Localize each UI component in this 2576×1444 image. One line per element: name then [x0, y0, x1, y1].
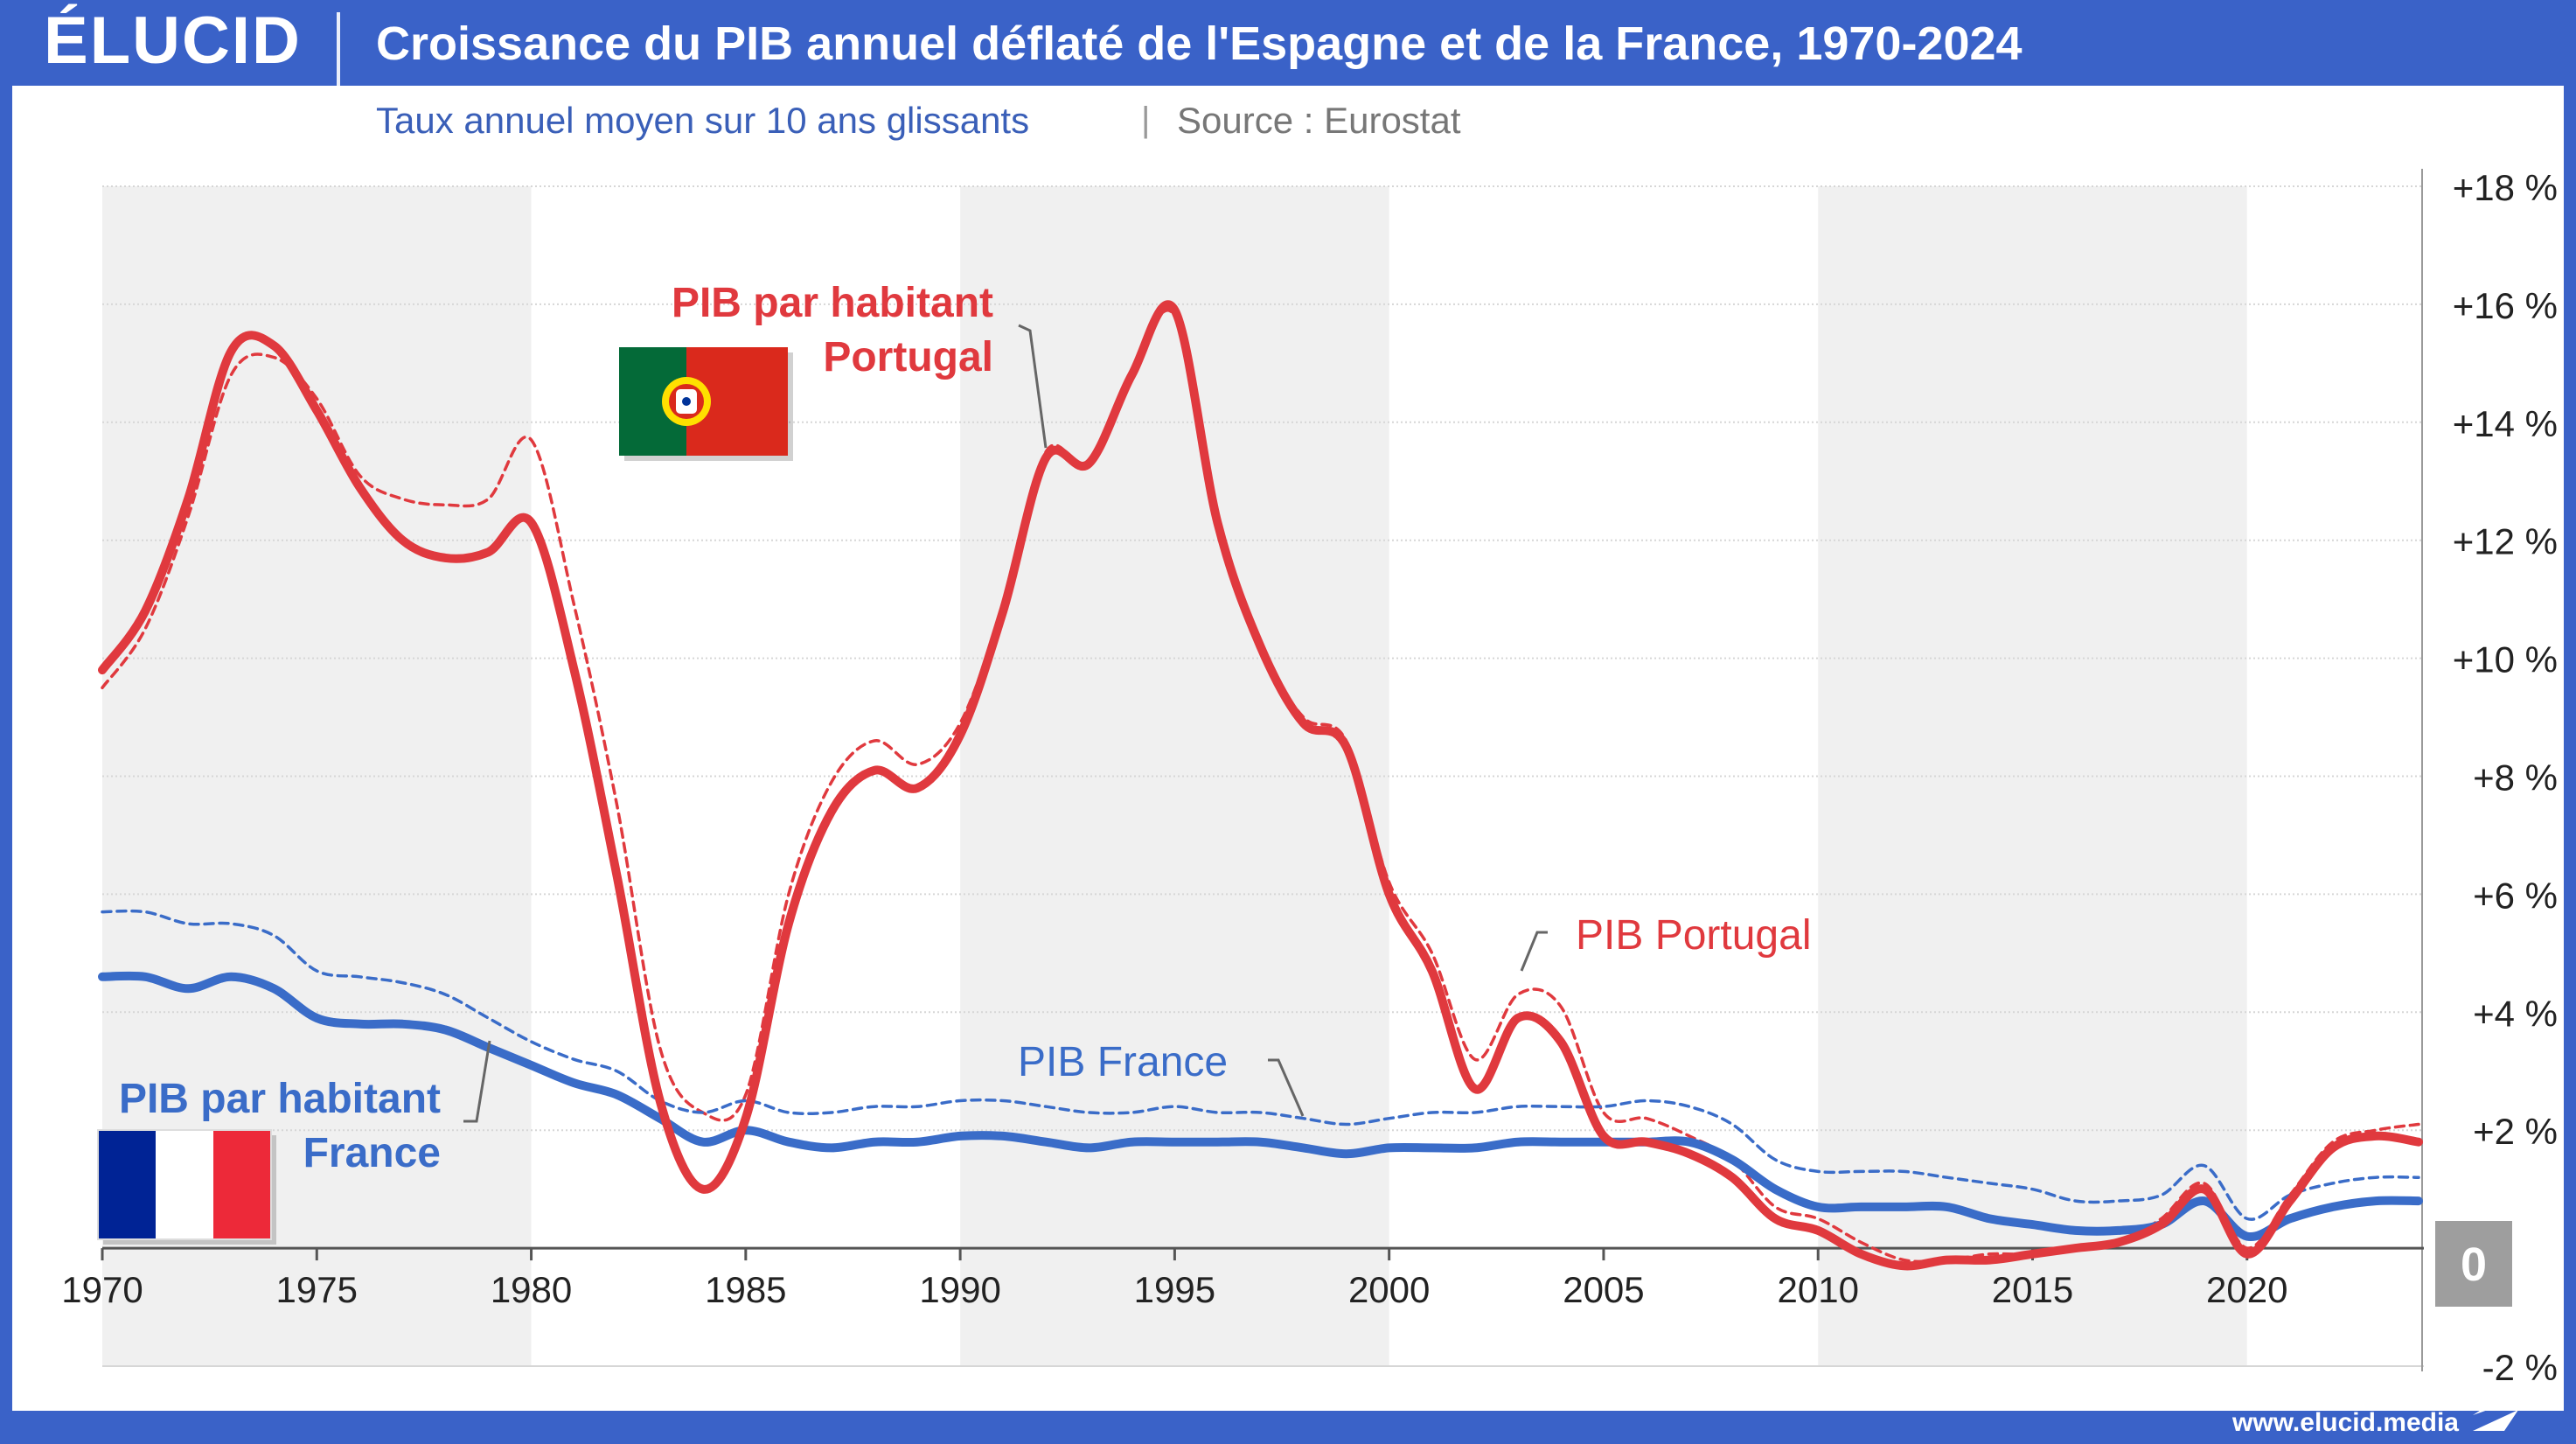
grid-lines [102, 185, 2424, 1367]
x-tick-label: 2015 [1992, 1269, 2073, 1310]
leader-line-fr-gdp [1268, 1058, 1305, 1117]
label-fr-per-capita-line2: France [303, 1130, 441, 1176]
zero-badge-label: 0 [2461, 1238, 2487, 1291]
x-tick-label: 1985 [705, 1269, 786, 1310]
elucid-logo: ÉLUCID [44, 3, 302, 78]
y-tick-label: +8 % [2473, 757, 2558, 799]
header-divider [337, 12, 340, 86]
label-pt-per-capita-line1: PIB par habitant [672, 280, 993, 326]
france-flag [97, 1129, 276, 1245]
x-tick-label: 1995 [1134, 1269, 1215, 1310]
x-tick-label: 1970 [61, 1269, 143, 1310]
x-tick-label: 1990 [919, 1269, 1000, 1310]
chart-subtitle: Taux annuel moyen sur 10 ans glissants [376, 100, 1029, 141]
y-tick-label: +2 % [2473, 1111, 2558, 1152]
label-pt-gdp: PIB Portugal [1576, 912, 1811, 959]
label-fr-gdp: PIB France [1018, 1039, 1228, 1085]
chart-source: Source : Eurostat [1177, 100, 1461, 141]
y-tick-label: +10 % [2453, 639, 2558, 680]
subtitle-separator: | [1141, 101, 1150, 139]
x-tick-label: 2020 [2206, 1269, 2287, 1310]
y-tick-label: +6 % [2473, 875, 2558, 916]
portugal-flag [619, 347, 793, 461]
axes: +18 % +16 % +14 % +12 % +10 % +8 % +6 % +4 % +2 … [61, 167, 2558, 1388]
y-tick-label: +12 % [2453, 521, 2558, 562]
series-line-pib-france [101, 909, 2420, 1221]
chart-title: Croissance du PIB annuel déflaté de l'Es… [376, 17, 2023, 70]
x-tick-label: 1980 [491, 1269, 572, 1310]
y-tick-label: +14 % [2453, 403, 2558, 444]
leader-line-pt-gdp [1520, 931, 1548, 972]
x-tick-label: 2010 [1778, 1269, 1859, 1310]
elucid-swoosh-icon [2473, 1387, 2518, 1431]
label-fr-per-capita-line1: PIB par habitant [119, 1076, 441, 1122]
y-tick-label: -2 % [2482, 1347, 2558, 1388]
y-tick-label: +16 % [2453, 285, 2558, 326]
leader-line-pt-pc [1018, 324, 1048, 449]
x-tick-label: 2000 [1348, 1269, 1430, 1310]
footer-url: www.elucid.media [2231, 1408, 2459, 1437]
y-tick-label: +4 % [2473, 993, 2558, 1034]
leader-line-fr-pc [463, 1040, 491, 1123]
y-tick-label: +18 % [2453, 167, 2558, 208]
label-pt-per-capita-line2: Portugal [823, 334, 993, 380]
x-tick-label: 2005 [1563, 1269, 1644, 1310]
zero-badge: 0 [2435, 1221, 2512, 1307]
series-line-pib-par-habitant-portugal [98, 300, 2423, 1271]
x-tick-label: 1975 [276, 1269, 358, 1310]
